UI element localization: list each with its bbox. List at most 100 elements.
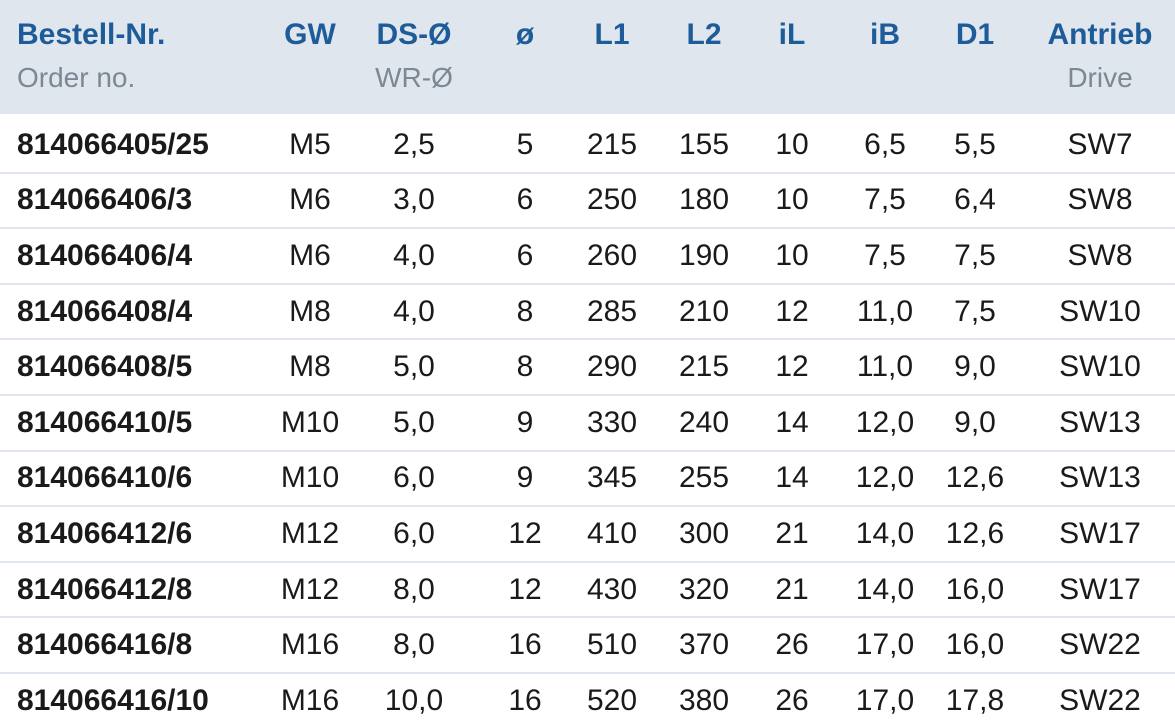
table-cell: 9 — [516, 461, 534, 495]
table-cell: 17,8 — [945, 683, 1005, 717]
table-cell: M6 — [289, 183, 331, 217]
table-cell: 16,0 — [945, 572, 1005, 606]
column-title: DS-Ø — [376, 18, 452, 51]
table-cell: 12,6 — [945, 461, 1005, 495]
table-cell: M12 — [280, 517, 340, 550]
column-title: L2 — [686, 18, 722, 51]
table-cell: 8,0 — [393, 572, 435, 606]
table-cell: 12 — [508, 517, 542, 550]
table-cell: SW10 — [1059, 294, 1141, 328]
table-cell: 21 — [775, 517, 809, 550]
table-cell: 155 — [678, 127, 730, 161]
table-cell: SW13 — [1059, 405, 1141, 439]
table-cell: M16 — [280, 628, 340, 662]
row-separator — [0, 227, 1175, 230]
table-cell: 8 — [516, 294, 534, 328]
table-cell: SW17 — [1059, 517, 1141, 550]
table-cell: 12 — [775, 294, 809, 328]
table-cell: 6 — [516, 183, 534, 217]
column-title: L1 — [594, 18, 630, 51]
table-cell: 250 — [586, 183, 638, 217]
table-cell: 210 — [678, 294, 730, 328]
table-cell: 5 — [516, 127, 534, 161]
table-cell: 215 — [586, 127, 638, 161]
table-cell: 814066410/5 — [17, 405, 193, 439]
row-separator — [0, 672, 1175, 674]
row-separator — [0, 616, 1175, 619]
table-cell: M8 — [289, 294, 331, 328]
table-cell: 8,0 — [393, 628, 435, 662]
table-cell: SW22 — [1059, 628, 1141, 662]
table-cell: 17,0 — [855, 628, 915, 662]
table-cell: 180 — [678, 183, 730, 217]
table-cell: SW8 — [1067, 183, 1133, 217]
table-cell: 11,0 — [856, 350, 914, 384]
table-cell: 190 — [678, 239, 730, 272]
row-separator — [0, 560, 1175, 563]
table-cell: 814066416/8 — [17, 628, 193, 662]
table-cell: 814066408/4 — [17, 294, 193, 328]
table-cell: 5,5 — [954, 127, 996, 161]
table-cell: 6,5 — [864, 127, 906, 161]
table-cell: 320 — [678, 572, 730, 606]
table-cell: 9 — [516, 405, 534, 439]
table-cell: 814066408/5 — [17, 350, 193, 384]
table-cell: 6,4 — [954, 183, 996, 217]
table-cell: 814066406/4 — [17, 239, 193, 272]
table-cell: 7,5 — [864, 183, 906, 217]
table-cell: 285 — [586, 294, 638, 328]
table-cell: 4,0 — [393, 294, 435, 328]
header-band — [0, 0, 1175, 114]
table-cell: SW13 — [1059, 461, 1141, 495]
table-cell: 814066412/8 — [17, 572, 193, 606]
table-cell: 510 — [586, 628, 638, 662]
table-cell: 11,0 — [856, 294, 914, 328]
table-cell: 10 — [775, 127, 809, 161]
table-cell: M8 — [289, 350, 331, 384]
column-subtitle: WR-Ø — [375, 62, 453, 93]
table-cell: 9,0 — [954, 350, 996, 384]
table-cell: 3,0 — [393, 183, 435, 217]
row-separator — [0, 394, 1175, 396]
table-cell: 345 — [586, 461, 638, 495]
table-cell: 330 — [586, 405, 638, 439]
table-cell: M5 — [289, 127, 331, 161]
table-cell: 12,0 — [855, 461, 915, 495]
table-cell: 240 — [678, 405, 730, 439]
column-title: Antrieb — [1047, 18, 1153, 51]
table-cell: 7,5 — [954, 294, 996, 328]
table-cell: 814066416/10 — [17, 683, 209, 717]
column-title: D1 — [955, 18, 995, 51]
table-cell: 14 — [775, 405, 809, 439]
table-cell: 520 — [586, 683, 638, 717]
table-cell: 255 — [678, 461, 730, 495]
table-cell: M6 — [289, 239, 331, 272]
column-title: iB — [870, 18, 900, 51]
table-cell: 12,0 — [855, 405, 915, 439]
table-cell: 14,0 — [855, 572, 915, 606]
table-cell: 814066405/25 — [17, 127, 209, 161]
table-cell: SW17 — [1059, 572, 1141, 606]
table-cell: M12 — [280, 572, 340, 606]
table-cell: 7,5 — [954, 239, 996, 272]
table-cell: 290 — [586, 350, 638, 384]
column-title: Bestell-Nr. — [17, 18, 166, 51]
table-cell: 21 — [775, 572, 809, 606]
table-cell: M16 — [280, 683, 340, 717]
table-cell: M10 — [280, 461, 340, 495]
table-cell: 215 — [678, 350, 730, 384]
row-separator — [0, 338, 1175, 341]
table-cell: 6 — [516, 239, 534, 272]
table-cell: 260 — [586, 239, 638, 272]
table-cell: 16,0 — [945, 628, 1005, 662]
table-cell: 430 — [586, 572, 638, 606]
table-cell: 26 — [775, 628, 809, 662]
table-cell: 410 — [586, 517, 638, 550]
table-cell: SW22 — [1059, 683, 1141, 717]
table-cell: 10,0 — [384, 683, 444, 717]
table-cell: SW7 — [1067, 127, 1133, 161]
table-cell: 814066406/3 — [17, 183, 193, 217]
row-separator — [0, 505, 1175, 508]
table-cell: 12 — [508, 572, 542, 606]
table-cell: 370 — [678, 628, 730, 662]
